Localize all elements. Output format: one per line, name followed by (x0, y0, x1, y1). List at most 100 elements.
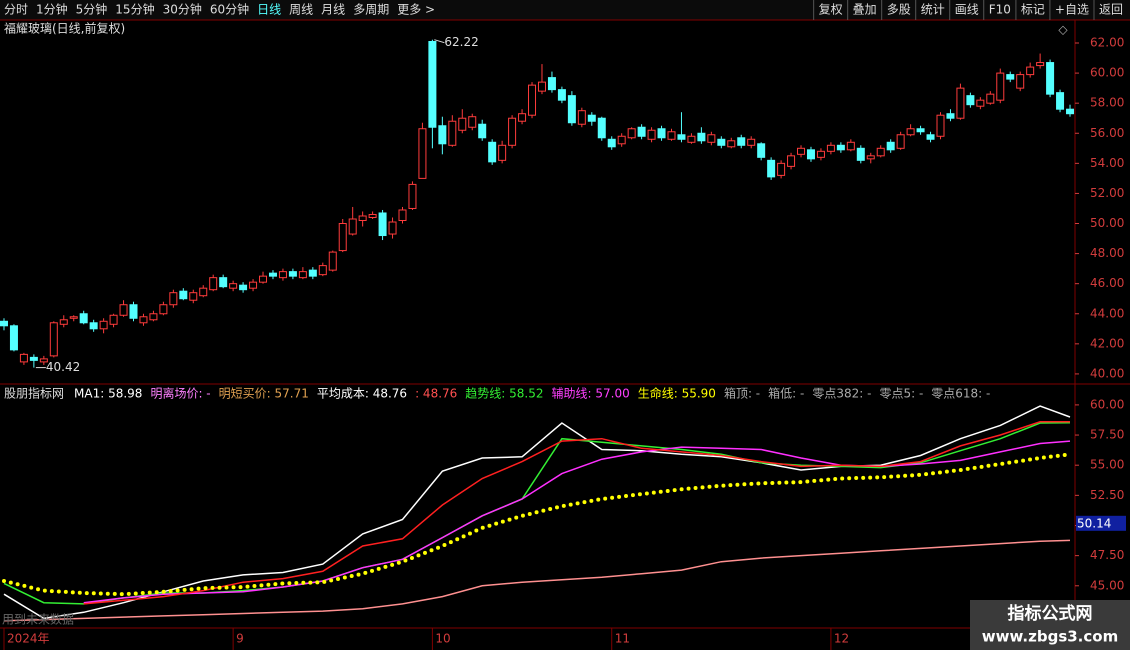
candle-body (1046, 62, 1055, 95)
candle-body (438, 125, 447, 145)
period-tab[interactable]: 分时 (4, 3, 28, 17)
diamond-icon[interactable]: ◇ (1058, 23, 1068, 37)
toolbar-button[interactable]: 叠加 (853, 3, 877, 17)
candle-body (627, 128, 636, 139)
candle-body (657, 128, 666, 139)
y-tick-label: 54.00 (1090, 156, 1124, 170)
legend-entry: 零点382: - (812, 387, 871, 401)
candle-body (328, 251, 337, 271)
candle-body (836, 144, 845, 151)
candle-body (39, 358, 48, 363)
candle-body (129, 304, 138, 319)
y-tick-label: 40.00 (1090, 366, 1124, 380)
candle-body (707, 134, 716, 143)
candle-body (29, 356, 38, 361)
period-tab[interactable]: 15分钟 (115, 2, 154, 17)
candle-body (896, 134, 905, 149)
candle-body (886, 141, 895, 151)
candle-body (806, 149, 815, 160)
candle-body (528, 84, 537, 116)
legend-entry: : 48.76 (415, 387, 457, 401)
y-tick-label: 50.00 (1090, 216, 1124, 230)
y-tick-label: 55.00 (1090, 458, 1124, 472)
toolbar-button[interactable]: 统计 (921, 3, 945, 17)
y-tick-label: 45.00 (1090, 578, 1124, 592)
y-tick-label: 60.00 (1090, 66, 1124, 80)
price-annotation: 62.22 (444, 35, 478, 49)
candle-body (1036, 62, 1045, 67)
toolbar-button[interactable]: 标记 (1021, 3, 1045, 17)
candle-body (318, 265, 327, 276)
period-tab[interactable]: 更多 > (397, 3, 435, 17)
period-tab[interactable]: 周线 (289, 3, 313, 17)
candle-body (488, 141, 497, 163)
y-tick-label: 57.50 (1090, 428, 1124, 442)
candle-body (797, 147, 806, 155)
toolbar-button[interactable]: 返回 (1099, 3, 1123, 17)
candle-body (69, 316, 78, 319)
candle-body (308, 269, 317, 277)
candle-body (607, 138, 616, 148)
candle-body (398, 209, 407, 222)
indicator-line (83, 421, 1070, 605)
candle-body (816, 150, 825, 158)
candle-body (468, 116, 477, 128)
legend-entry: 辅助线: 57.00 (552, 387, 630, 401)
y-tick-label: 58.00 (1090, 96, 1124, 110)
candle-body (428, 41, 437, 128)
indicator-note: 用到未来数据 (2, 612, 74, 627)
toolbar-button[interactable]: F10 (989, 3, 1011, 17)
candle-body (149, 313, 158, 321)
candle-body (498, 144, 507, 161)
candle-body (268, 272, 277, 277)
candle-body (169, 292, 178, 306)
period-tab[interactable]: 月线 (321, 3, 345, 17)
candle-body (936, 114, 945, 137)
candle-body (199, 287, 208, 297)
period-tab[interactable]: 5分钟 (76, 2, 108, 17)
candle-body (956, 87, 965, 119)
candle-body (547, 77, 556, 91)
candle-body (358, 215, 367, 222)
candle-body (159, 304, 168, 315)
candle-body (1056, 92, 1065, 110)
candle-body (59, 319, 68, 325)
period-tab[interactable]: 60分钟 (210, 2, 249, 17)
toolbar-button[interactable]: 多股 (887, 3, 911, 17)
candle-body (866, 155, 875, 160)
period-tab[interactable]: 30分钟 (163, 2, 202, 17)
legend-entry: 零点5: - (879, 387, 923, 401)
period-tab[interactable]: 日线 (257, 3, 281, 17)
candle-body (179, 290, 188, 300)
candle-body (49, 322, 58, 357)
toolbar-button[interactable]: +自选 (1055, 3, 1089, 17)
candle-body (338, 223, 347, 252)
candle-body (876, 147, 885, 157)
candle-body (587, 114, 596, 122)
candle-body (687, 135, 696, 143)
period-tab[interactable]: 多周期 (353, 3, 389, 17)
candle-body (298, 271, 307, 279)
candle-body (209, 277, 218, 291)
candle-body (1026, 66, 1035, 76)
candle-body (946, 113, 955, 119)
candle-body (986, 93, 995, 104)
toolbar-button[interactable]: 画线 (955, 3, 979, 17)
candle-body (259, 275, 268, 283)
indicator-title: 股朋指标网 (4, 386, 64, 401)
date-label: 9 (236, 632, 244, 646)
axis-marker-box (1076, 515, 1126, 531)
candle-body (846, 141, 855, 151)
price-annotation: 40.42 (46, 360, 80, 374)
candle-body (239, 284, 248, 291)
legend-entry: 明短买价: 57.71 (219, 387, 309, 401)
candle-body (109, 314, 118, 325)
candle-body (747, 138, 756, 146)
candle-body (647, 129, 656, 140)
candle-body (697, 132, 706, 142)
period-tab[interactable]: 1分钟 (36, 2, 68, 17)
toolbar-button[interactable]: 复权 (819, 3, 843, 17)
legend-entry: 箱低: - (768, 386, 804, 401)
candle-body (1066, 108, 1075, 115)
